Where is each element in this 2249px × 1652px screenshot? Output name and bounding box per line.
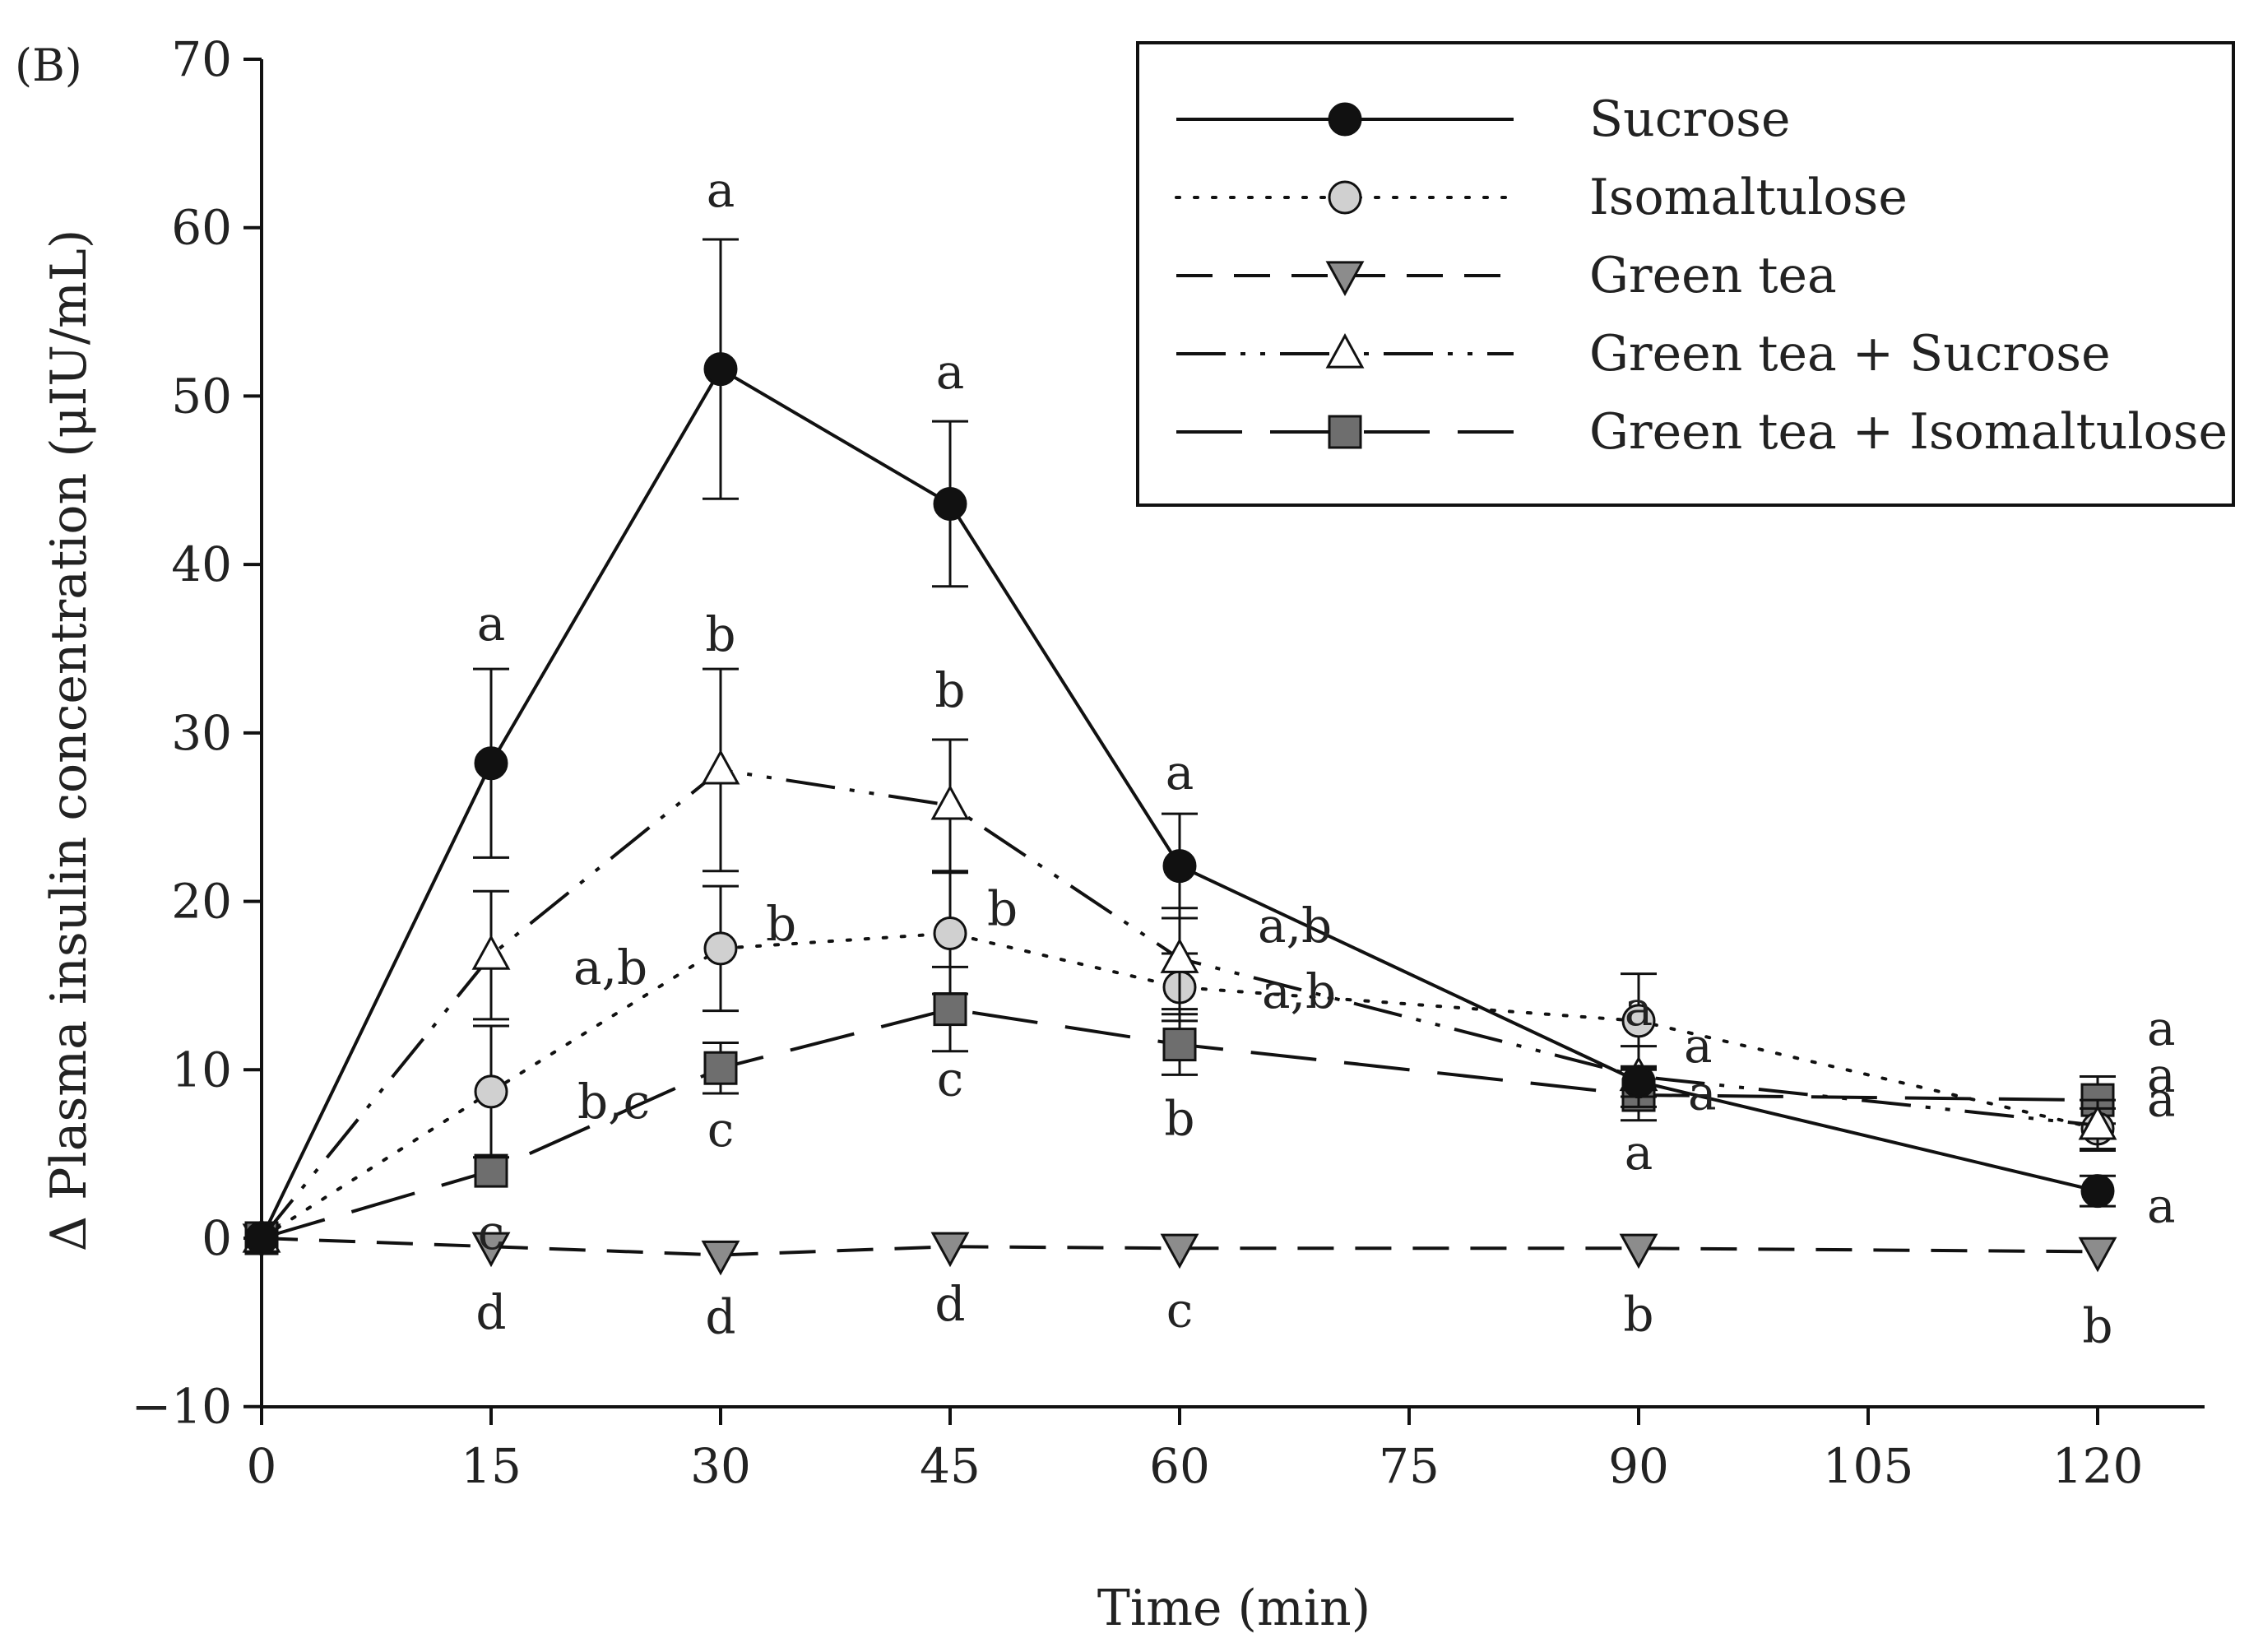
y-tick-label: 40 [171, 536, 232, 592]
significance-letter: c [478, 1204, 504, 1260]
significance-letter: b [987, 880, 1018, 936]
significance-letter: a [2147, 1178, 2176, 1234]
legend-marker [1328, 415, 1362, 449]
x-tick-label: 30 [690, 1438, 751, 1494]
data-point [474, 1074, 508, 1109]
significance-letter: c [1166, 1282, 1193, 1338]
legend-item: Isomaltulose [1175, 169, 1908, 226]
data-point [471, 1232, 511, 1268]
x-tick-label: 105 [1823, 1438, 1914, 1494]
data-point [2078, 1104, 2117, 1140]
significance-letter: b [2082, 1297, 2112, 1353]
data-point [1619, 1233, 1658, 1269]
legend-label: Green tea [1589, 247, 1837, 304]
x-tick-label: 45 [920, 1438, 981, 1494]
data-point [933, 486, 967, 521]
legend-label: Green tea + Isomaltulose [1589, 403, 2228, 461]
significance-letter: b [1164, 1091, 1194, 1147]
series-green-tea [242, 1223, 2117, 1276]
x-tick-label: 60 [1149, 1438, 1210, 1494]
axes: −10 0 10 20 30 40 50 60 70 0 15 30 45 60 75 90 105 120 [132, 31, 2205, 1494]
data-point [2080, 1174, 2115, 1209]
significance-letter: a [477, 596, 506, 652]
y-tick-label: 70 [171, 31, 232, 87]
y-tick-label: 60 [171, 200, 232, 256]
y-tick-label: 50 [171, 368, 232, 424]
x-tick-label: 0 [247, 1438, 277, 1494]
significance-letter: d [705, 1288, 735, 1344]
data-point [1621, 1065, 1656, 1099]
legend-label: Green tea + Sucrose [1589, 325, 2111, 383]
series-layer [242, 238, 2117, 1276]
panel-label: (B) [15, 39, 82, 91]
legend-item: Sucrose [1176, 90, 1790, 148]
y-axis-title: Δ Plasma insulin concentration (μIU/mL) [40, 230, 98, 1251]
legend-label: Sucrose [1589, 90, 1790, 148]
significance-letter: a [1625, 981, 1653, 1037]
data-point [1160, 938, 1199, 973]
significance-letter: a [1625, 1125, 1653, 1181]
data-point [471, 935, 511, 970]
significance-letter: a,b [573, 940, 647, 995]
y-tick-label: 10 [171, 1042, 232, 1097]
significance-letter: b [1623, 1286, 1653, 1342]
y-tick-label: 20 [171, 874, 232, 930]
significance-letter: a [1688, 1065, 1717, 1121]
significance-letter: b [766, 896, 796, 952]
data-point [1162, 1028, 1197, 1062]
data-point [1160, 1233, 1199, 1269]
legend: Sucrose Isomaltulose Green tea Green tea + … [1136, 41, 2235, 507]
significance-letter: a [2147, 1071, 2176, 1127]
x-axis-title: Time (min) [1097, 1580, 1370, 1637]
significance-letter: c [707, 1102, 734, 1158]
x-tick-label: 15 [461, 1438, 522, 1494]
legend-item: Green tea + Isomaltulose [1176, 403, 2228, 461]
significance-letter: b [934, 662, 965, 718]
data-point [701, 1240, 740, 1276]
legend-item: Green tea [1176, 247, 1837, 304]
data-point [703, 352, 738, 387]
data-point [703, 1051, 738, 1085]
y-tick-label: 0 [202, 1210, 232, 1266]
significance-letter: a [707, 162, 735, 218]
legend-marker [1328, 180, 1362, 215]
data-point [930, 1232, 970, 1268]
significance-letter: d [934, 1276, 965, 1332]
significance-letter: a,b [1262, 963, 1336, 1019]
significance-letter: c [937, 1051, 963, 1107]
legend-label: Isomaltulose [1589, 169, 1908, 226]
series-sucrose [244, 238, 2116, 1255]
x-tick-label: 120 [2052, 1438, 2144, 1494]
data-point [933, 916, 967, 950]
y-tick-label: −10 [132, 1379, 232, 1435]
data-point [244, 1221, 279, 1255]
data-point [1621, 1004, 1656, 1038]
significance-letter: a [2147, 1047, 2176, 1103]
legend-item: Green tea + Sucrose [1176, 325, 2111, 383]
data-point [701, 749, 740, 785]
data-point [930, 784, 970, 820]
significance-letter: a [2147, 1000, 2176, 1056]
data-point [474, 746, 508, 781]
data-point [703, 931, 738, 966]
data-point [474, 1153, 508, 1188]
significance-letter: a [936, 344, 965, 400]
legend-marker [1325, 333, 1365, 369]
significance-letter: b [705, 606, 735, 662]
significance-letter: d [475, 1284, 506, 1340]
data-point [933, 992, 967, 1027]
y-tick-label: 30 [171, 705, 232, 761]
legend-marker [1325, 261, 1365, 296]
significance-letter: a,b [1258, 898, 1332, 954]
x-tick-label: 90 [1608, 1438, 1669, 1494]
significance-letter: a [1684, 1018, 1713, 1074]
x-tick-label: 75 [1379, 1438, 1440, 1494]
legend-marker [1328, 102, 1362, 137]
data-point [2078, 1237, 2117, 1273]
significance-letter: b,c [577, 1074, 650, 1130]
significance-letter: a [1166, 745, 1194, 800]
data-point [1162, 849, 1197, 884]
